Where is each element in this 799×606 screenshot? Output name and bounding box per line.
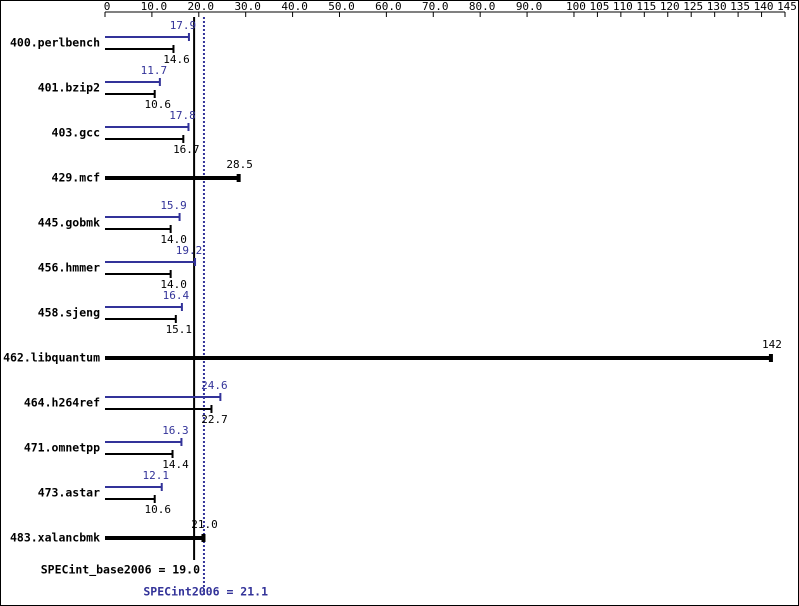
category-label: 401.bzip2 [38,81,100,95]
x-tick-label: 115 [636,0,656,13]
bar-base [105,45,175,53]
category-label: 473.astar [38,486,100,500]
category-label: 483.xalancbmk [10,531,100,545]
category-label: 464.h264ref [24,396,100,410]
bar-peak [105,123,190,131]
bar-peak [105,78,161,86]
bar-base [105,174,241,182]
bar-base [105,495,156,503]
value-label: 17.8 [169,109,196,122]
bar-peak [105,393,222,401]
x-tick-label: 0 [104,0,111,13]
value-label: 24.6 [201,379,228,392]
value-label: 16.4 [163,289,190,302]
bar-base [105,354,773,362]
bar-base [105,450,174,458]
x-tick-label: 30.0 [234,0,261,13]
value-label: 14.0 [160,233,187,246]
category-label: 445.gobmk [38,216,100,230]
bar-base [105,534,206,542]
x-tick-label: 90.0 [516,0,543,13]
x-tick-label: 120 [660,0,680,13]
value-label: 14.4 [162,458,189,471]
x-tick-label: 135 [730,0,750,13]
baseline-label: SPECint_base2006 = 19.0 [41,563,200,578]
value-label: 10.6 [144,98,171,111]
x-tick-label: 20.0 [188,0,215,13]
x-tick-label: 125 [683,0,703,13]
value-label: 22.7 [201,413,228,426]
x-tick-label: 145 [777,0,797,13]
category-label: 403.gcc [52,126,100,140]
category-label: 471.omnetpp [24,441,100,455]
bar-base [105,90,156,98]
x-tick-label: 50.0 [328,0,355,13]
value-label: 142 [762,338,782,351]
bar-base [105,225,172,233]
category-label: 458.sjeng [38,306,100,320]
x-tick-label: 105 [589,0,609,13]
value-label: 11.7 [141,64,168,77]
category-label: 400.perlbench [10,36,100,50]
value-label: 28.5 [226,158,253,171]
x-tick-label: 100 [566,0,586,13]
bar-peak [105,258,197,266]
x-tick-label: 10.0 [141,0,168,13]
category-label: 462.libquantum [3,351,100,365]
category-label: 456.hmmer [38,261,100,275]
value-label: 10.6 [144,503,171,516]
x-tick-label: 130 [707,0,727,13]
bar-base [105,135,185,143]
x-tick-label: 80.0 [469,0,496,13]
bar-base [105,315,177,323]
value-label: 15.1 [166,323,193,336]
bar-base [105,270,172,278]
bar-peak [105,483,163,491]
value-label: 21.0 [191,518,218,531]
value-label: 16.7 [173,143,200,156]
bar-base [105,405,213,413]
value-label: 12.1 [142,469,169,482]
value-label: 14.0 [160,278,187,291]
bar-peak [105,213,181,221]
peakline-label: SPECint2006 = 21.1 [143,585,268,599]
value-label: 16.3 [162,424,189,437]
bar-peak [105,33,190,41]
value-label: 15.9 [160,199,187,212]
value-label: 14.6 [163,53,190,66]
value-label: 17.9 [170,19,197,32]
category-label: 429.mcf [52,171,101,185]
x-tick-label: 110 [613,0,633,13]
x-tick-label: 70.0 [422,0,449,13]
x-tick-label: 140 [754,0,774,13]
x-tick-label: 40.0 [281,0,308,13]
bar-peak [105,438,183,446]
bar-peak [105,303,183,311]
x-tick-label: 60.0 [375,0,402,13]
value-label: 19.2 [176,244,203,257]
